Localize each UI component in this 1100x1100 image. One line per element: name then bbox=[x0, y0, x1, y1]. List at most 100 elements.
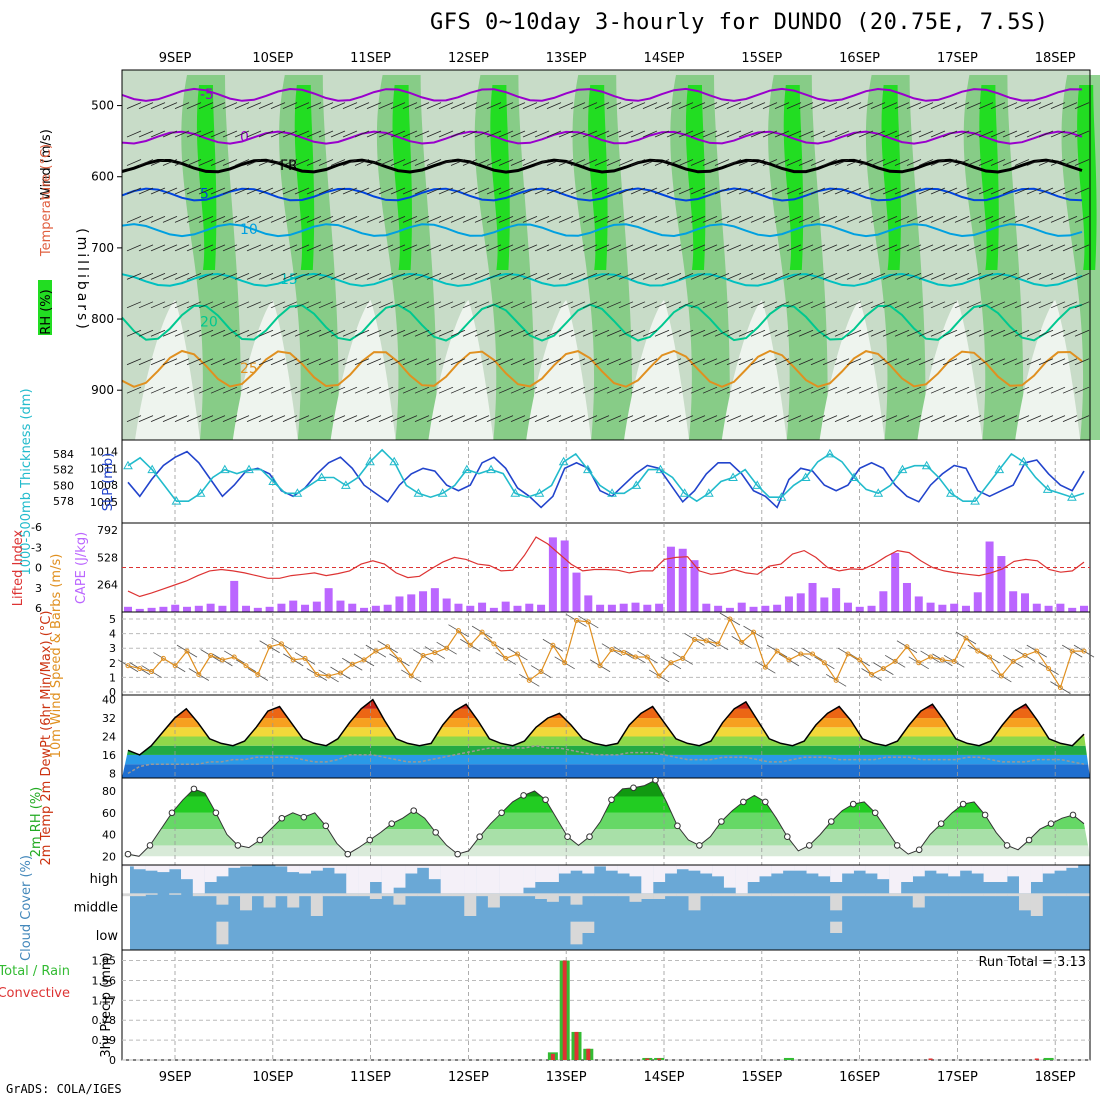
wind-barb bbox=[318, 130, 334, 138]
wind-barb bbox=[822, 358, 838, 366]
wind-barb bbox=[150, 329, 166, 337]
wind-barb bbox=[966, 415, 982, 423]
cloud-cell bbox=[381, 865, 394, 894]
date-label-bottom: 13SEP bbox=[546, 1070, 587, 1085]
wind-barb bbox=[366, 272, 382, 280]
wind-barb bbox=[882, 329, 898, 337]
wind-barb bbox=[186, 187, 202, 195]
wind-barb bbox=[354, 358, 370, 366]
wind-barb bbox=[942, 386, 958, 394]
wind-barb bbox=[894, 187, 910, 195]
legend-rh: RH (%) bbox=[39, 289, 54, 334]
rh-dry-pocket bbox=[721, 300, 787, 440]
wind-barb bbox=[714, 415, 730, 423]
isotherm-label: 10 bbox=[240, 222, 258, 238]
thickness-point bbox=[849, 472, 859, 482]
cloud-cell bbox=[1054, 893, 1067, 897]
wind-speed-point bbox=[361, 657, 367, 663]
wind-barb bbox=[618, 329, 634, 337]
wind-barb bbox=[786, 415, 802, 423]
wind-barb bbox=[798, 358, 814, 366]
cape-bar bbox=[655, 603, 664, 612]
wind-barb bbox=[294, 244, 310, 252]
isotherm-label: 25 bbox=[240, 361, 258, 377]
wind-barb bbox=[486, 102, 502, 109]
wind-barb bbox=[138, 130, 154, 138]
thickness-point bbox=[1067, 492, 1077, 501]
wind-barb bbox=[798, 244, 814, 252]
wind-barb bbox=[966, 244, 982, 252]
wind-barb bbox=[1014, 301, 1030, 309]
wind-barb bbox=[630, 301, 646, 309]
slp-tick-label: 1011 bbox=[90, 462, 118, 475]
wind-barb bbox=[210, 272, 226, 280]
wind-barb bbox=[486, 272, 502, 280]
date-label-top: 16SEP bbox=[839, 51, 880, 66]
wind-barb bbox=[306, 329, 322, 337]
cape-bar bbox=[773, 604, 782, 612]
cloud-cell bbox=[1018, 865, 1031, 894]
wind-barb bbox=[858, 301, 874, 309]
wind-barb bbox=[414, 187, 430, 195]
date-label-top: 18SEP bbox=[1035, 51, 1076, 66]
wind-barb bbox=[342, 216, 358, 223]
wind-barb bbox=[570, 130, 586, 138]
wind-barb bbox=[678, 130, 694, 138]
wind-barb bbox=[942, 415, 958, 423]
wind-barb bbox=[510, 244, 526, 252]
legend-temperature: Temperature (°C) bbox=[39, 144, 54, 257]
wind-speed-point bbox=[172, 663, 178, 669]
wind-barb bbox=[786, 272, 802, 280]
wind-barb bbox=[942, 329, 958, 337]
cape-bar bbox=[360, 607, 369, 612]
legend-wind: Wind (m/s) bbox=[39, 129, 54, 200]
wind-barb bbox=[474, 130, 490, 138]
wind-barb bbox=[822, 130, 838, 138]
wind-barb bbox=[906, 358, 922, 366]
precip-legend-total: Total / Rain bbox=[0, 964, 70, 979]
cloud-cell bbox=[594, 893, 607, 897]
cape-bar bbox=[348, 603, 357, 612]
date-label-bottom: 17SEP bbox=[937, 1070, 978, 1085]
wind-barb bbox=[534, 386, 550, 394]
wind-barb bbox=[690, 386, 706, 394]
wind-barb bbox=[198, 159, 214, 166]
cape-bar bbox=[442, 598, 451, 612]
wind-speed-point bbox=[621, 650, 627, 656]
wind-barb bbox=[378, 130, 394, 138]
wind-barb bbox=[234, 329, 250, 337]
wind-barb bbox=[714, 358, 730, 366]
wind-barb bbox=[306, 272, 322, 280]
thickness-point bbox=[825, 448, 835, 458]
wind-barb bbox=[546, 244, 562, 252]
cape-bar bbox=[761, 605, 770, 612]
rh-saturated-core bbox=[294, 85, 315, 270]
wind-barb bbox=[258, 187, 274, 195]
wind-barb bbox=[786, 358, 802, 366]
thickness-point bbox=[728, 472, 738, 482]
wind-barb bbox=[834, 130, 850, 138]
thickness-point bbox=[437, 488, 448, 497]
cloud-cell bbox=[133, 893, 146, 897]
cloud-cell bbox=[582, 865, 595, 874]
wind-barb bbox=[210, 102, 226, 109]
rh-dry-pocket bbox=[819, 300, 885, 440]
cloud-cell bbox=[535, 893, 548, 899]
wind-speed-point bbox=[503, 655, 509, 661]
wind-speed-point bbox=[963, 635, 969, 641]
wind-barb bbox=[210, 358, 226, 366]
wind-speed-point bbox=[160, 655, 166, 661]
wind-barb bbox=[498, 216, 514, 223]
wind-barb bbox=[546, 415, 562, 423]
cape-bar bbox=[985, 541, 994, 612]
wind-barb bbox=[354, 102, 370, 109]
cloud-cell bbox=[240, 865, 253, 867]
thickness-tick-label: 582 bbox=[53, 464, 74, 477]
cape-bar bbox=[324, 588, 333, 612]
wind-speed-point bbox=[526, 677, 532, 683]
wind-speed-point bbox=[243, 663, 249, 669]
wind-barb bbox=[774, 386, 790, 394]
wind-barb bbox=[198, 244, 214, 252]
wind-barb bbox=[906, 415, 922, 423]
wind-barb bbox=[126, 102, 142, 109]
